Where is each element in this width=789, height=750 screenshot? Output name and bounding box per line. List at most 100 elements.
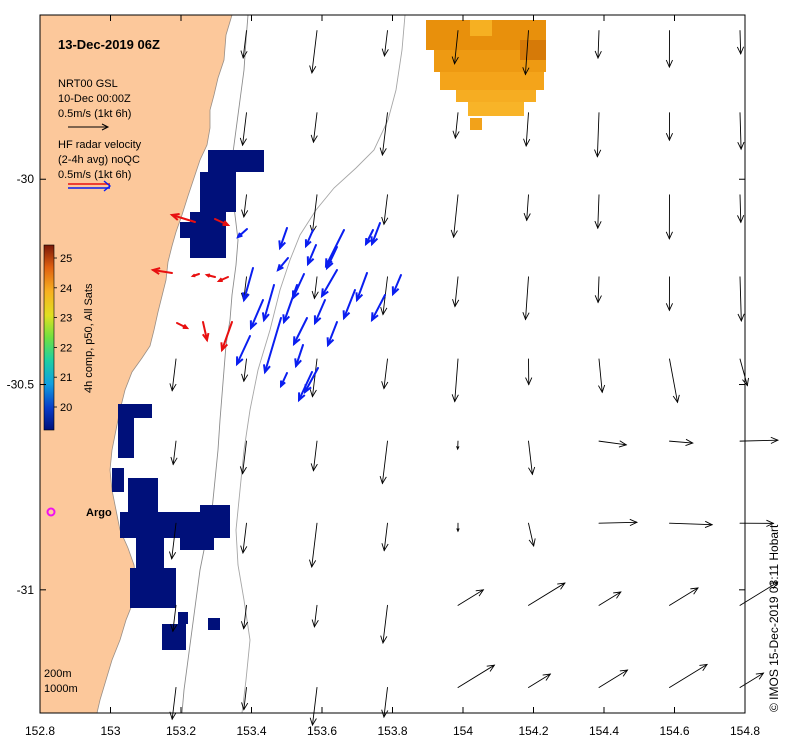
- model-vector-arrow: [309, 687, 318, 727]
- model-vector-arrow: [523, 194, 531, 222]
- model-legend-date: 10-Dec 00:00Z: [58, 93, 131, 105]
- model-vector-arrow: [669, 438, 694, 447]
- model-vector-arrow: [594, 112, 602, 158]
- radar-vector-blue: [294, 344, 304, 369]
- x-tick-label: 153.2: [166, 724, 196, 738]
- model-legend-scale: 0.5m/s (1kt 6h): [58, 108, 131, 120]
- colorbar-tick-label: 23: [60, 313, 72, 325]
- model-vector-arrow: [452, 112, 460, 140]
- model-vector-arrow: [525, 358, 533, 386]
- model-vector-arrow: [451, 30, 459, 65]
- radar-vector-red: [216, 276, 229, 283]
- x-tick-label: 154.4: [589, 724, 619, 738]
- model-vector-arrow: [737, 276, 745, 322]
- radar-vector-blue: [313, 299, 326, 326]
- model-vector-arrow: [736, 30, 745, 55]
- model-vector-arrow: [240, 522, 248, 555]
- model-vector-arrow: [457, 589, 485, 606]
- model-vector-arrow: [311, 604, 319, 628]
- model-vector-arrow: [739, 436, 779, 444]
- model-vector-arrow: [739, 672, 765, 688]
- radar-legend-title: HF radar velocity: [58, 139, 142, 151]
- radar-vector-blue: [355, 272, 368, 303]
- x-tick-label: 153.6: [307, 724, 337, 738]
- x-tick-label: 153: [100, 724, 120, 738]
- model-vector-arrow: [240, 604, 249, 630]
- model-vector-arrow: [598, 591, 622, 606]
- model-vector-arrow: [381, 30, 389, 57]
- x-tick-label: 152.8: [25, 724, 55, 738]
- radar-vector-blue: [297, 371, 313, 403]
- radar-vector-blue: [342, 289, 356, 321]
- radar-vector-blue: [304, 229, 314, 249]
- model-vector-arrow: [739, 581, 779, 606]
- model-vector-arrow: [598, 518, 638, 527]
- radar-vector-red: [214, 218, 231, 227]
- x-tick-label: 154.2: [518, 724, 548, 738]
- radar-vector-blue: [391, 274, 402, 297]
- model-vector-arrow: [456, 522, 460, 533]
- colorbar-tick-label: 22: [60, 342, 72, 354]
- model-vector-arrow: [669, 587, 699, 606]
- model-vector-arrow: [594, 30, 602, 60]
- radar-vector-blue: [279, 372, 288, 389]
- colorbar-ticks: 20 21 22 23 24 25: [54, 253, 72, 414]
- radar-vector-blue: [249, 299, 264, 331]
- model-vector-arrow: [522, 276, 530, 321]
- model-vector-arrow: [381, 358, 389, 390]
- model-vector-arrow: [310, 440, 318, 472]
- radar-vector-red: [169, 213, 196, 223]
- model-vector-arrow: [594, 194, 602, 230]
- credit-text: © IMOS 15-Dec-2019 03:11 Hobart: [767, 524, 781, 712]
- x-tick-label: 154: [453, 724, 473, 738]
- model-vector-arrow: [598, 669, 629, 688]
- radar-current-vectors: [150, 213, 402, 403]
- model-vector-arrow: [594, 276, 602, 304]
- argo-float-marker: [46, 507, 56, 517]
- colorbar-tick-label: 21: [60, 372, 72, 384]
- model-current-vectors: [168, 30, 779, 727]
- model-vector-arrow: [170, 440, 178, 466]
- radar-vector-blue: [370, 294, 386, 323]
- radar-vector-blue: [241, 267, 254, 303]
- model-vector-arrow: [451, 358, 459, 403]
- model-vector-arrow: [381, 194, 389, 226]
- model-vector-arrow: [241, 687, 249, 711]
- model-vector-arrow: [452, 276, 460, 308]
- radar-vector-blue: [325, 246, 338, 271]
- model-vector-arrow: [450, 194, 459, 239]
- model-vector-arrow: [528, 673, 552, 688]
- colorbar-tick-label: 20: [60, 402, 72, 414]
- x-tick-label: 153.4: [236, 724, 266, 738]
- radar-vector-blue: [236, 228, 248, 239]
- colorbar-tick-label: 24: [60, 283, 72, 295]
- model-vector-arrow: [169, 358, 177, 392]
- radar-vector-red: [201, 321, 210, 343]
- model-vector-arrow: [239, 440, 247, 475]
- model-vector-arrow: [239, 112, 247, 147]
- radar-vector-blue: [306, 244, 317, 267]
- x-tick-label: 154.8: [730, 724, 760, 738]
- radar-vector-red: [150, 267, 173, 275]
- model-vector-arrow: [168, 522, 177, 560]
- model-vector-arrow: [739, 519, 775, 527]
- model-vector-arrow: [241, 194, 249, 219]
- model-vector-arrow: [311, 276, 319, 300]
- radar-vector-blue: [282, 284, 298, 325]
- y-tick-label: -30: [17, 172, 35, 186]
- y-tick-label: -30.5: [7, 378, 35, 392]
- radar-vector-blue: [364, 229, 374, 247]
- radar-vector-blue: [235, 335, 251, 367]
- model-vector-arrow: [240, 30, 248, 59]
- radar-vector-blue: [276, 257, 289, 272]
- model-legend-name: NRT00 GSL: [58, 78, 118, 90]
- x-tick-label: 154.6: [659, 724, 689, 738]
- model-vector-arrow: [669, 520, 714, 529]
- model-vector-arrow: [309, 358, 318, 398]
- model-vector-arrow: [380, 604, 388, 645]
- sst-warm-patch: [426, 20, 546, 130]
- colorbar-tick-label: 25: [60, 253, 72, 265]
- radar-vector-blue: [320, 269, 338, 299]
- radar-vector-blue: [262, 317, 282, 375]
